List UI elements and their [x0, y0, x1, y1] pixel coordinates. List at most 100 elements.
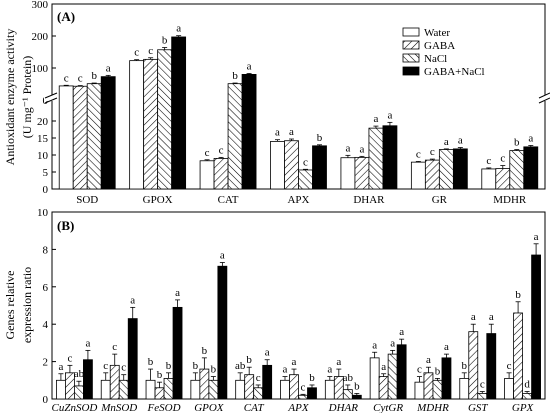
significance-letter: a — [176, 23, 181, 35]
bar-gaba-nacl-cat — [262, 364, 273, 400]
bar-gaba-cat — [213, 157, 229, 190]
bar-gaba-mdhr — [495, 168, 511, 190]
significance-letter: c — [205, 147, 210, 159]
legend-label-gaba: GABA — [424, 40, 455, 52]
significance-letter: b — [166, 360, 172, 372]
legend-swatch-gaba — [402, 40, 420, 50]
significance-letter: c — [256, 372, 261, 384]
bar-nacl-gr — [438, 149, 454, 190]
x-tick-label-mnsod: MnSOD — [100, 402, 137, 413]
significance-letter: b — [515, 289, 521, 301]
bar-gaba-gr — [424, 159, 440, 190]
significance-letter: b — [91, 70, 97, 82]
significance-letter: a — [85, 337, 90, 349]
significance-letter: c — [112, 341, 117, 353]
y-tick-label: 200 — [32, 31, 49, 43]
panel-a-label: (A) — [57, 9, 75, 24]
bar-nacl-mnsod — [118, 379, 129, 400]
y-tick-label: 5 — [43, 167, 49, 179]
legend-label-nacl: NaCl — [424, 53, 447, 65]
bar-nacl-apx — [298, 394, 308, 400]
bar-nacl-gpox — [208, 379, 219, 400]
significance-letter: a — [390, 337, 395, 349]
bar-gaba-nacl-apx — [312, 145, 327, 190]
bar-gaba-gst — [468, 331, 479, 400]
significance-letter: a — [373, 113, 378, 125]
x-tick-label-fesod: FeSOD — [147, 402, 181, 413]
axis-break-marks — [44, 92, 550, 104]
bar-gaba-nacl-gpox — [217, 265, 228, 400]
y-tick-label: 10 — [37, 207, 49, 219]
significance-letter: b — [232, 70, 238, 82]
bar-nacl-apx — [298, 169, 313, 190]
bar-nacl-dhar — [342, 389, 353, 400]
significance-letter: a — [471, 311, 476, 323]
significance-letter: a — [283, 364, 288, 376]
bar-gaba-nacl-gst — [486, 333, 497, 400]
legend-swatch-nacl — [402, 53, 420, 63]
significance-letter: b — [246, 354, 252, 366]
significance-letter: a — [327, 364, 332, 376]
significance-letter: a — [399, 326, 404, 338]
x-tick-label-dhar: DHAR — [353, 194, 385, 206]
bar-water-dhar — [324, 379, 335, 400]
y-tick-label: 6 — [43, 282, 49, 294]
bar-water-fesod — [145, 379, 156, 400]
bar-water-gpx — [504, 378, 514, 400]
significance-letter: b — [193, 360, 199, 372]
significance-letter: b — [317, 132, 323, 144]
bar-water-apx — [280, 379, 290, 400]
significance-letter: c — [430, 146, 435, 158]
bar-gaba-sod — [72, 85, 88, 190]
bar-water-cat — [199, 160, 215, 190]
x-tick-label-gpox: GPOX — [143, 194, 173, 206]
significance-letter: ab — [235, 360, 246, 372]
significance-letter: a — [359, 143, 364, 155]
bar-gaba-cytgr — [378, 376, 389, 400]
significance-letter: b — [202, 345, 208, 357]
significance-letter: b — [514, 137, 520, 149]
significance-letter: c — [67, 352, 72, 364]
bar-gaba-nacl-dhar — [351, 394, 362, 400]
significance-letter: b — [462, 360, 468, 372]
y-tick-label: 0 — [43, 394, 49, 406]
bar-gaba-nacl-sod — [100, 76, 116, 190]
significance-letter: c — [500, 153, 505, 165]
bar-nacl-gpox — [157, 49, 173, 190]
bar-gaba-mnsod — [109, 364, 120, 400]
significance-letter: b — [309, 372, 315, 384]
bar-water-gst — [459, 378, 470, 400]
significance-letter: c — [134, 47, 139, 59]
significance-letter: c — [303, 156, 308, 168]
significance-letter: a — [336, 356, 341, 368]
legend-swatch-gaba-nacl — [402, 66, 420, 76]
significance-letter: a — [265, 347, 270, 359]
bar-gaba-cat — [244, 374, 255, 400]
significance-letter: c — [78, 73, 83, 85]
significance-letter: a — [534, 231, 539, 243]
x-tick-label-cuznsod: CuZnSOD — [51, 402, 97, 413]
bar-gaba-nacl-apx — [307, 387, 317, 400]
bar-water-mdhr — [481, 168, 497, 190]
x-tick-label-cat: CAT — [244, 402, 265, 413]
bar-nacl-gst — [477, 392, 488, 400]
significance-letter: a — [247, 60, 252, 72]
significance-letter: a — [106, 62, 111, 74]
bar-gaba-nacl-gr — [452, 148, 468, 190]
significance-letter: a — [444, 341, 449, 353]
bar-nacl-dhar — [368, 127, 384, 190]
x-tick-label-gpox: GPOX — [194, 402, 225, 413]
bar-nacl-mdhr — [509, 150, 525, 190]
significance-letter: b — [354, 380, 360, 392]
bar-water-cuznsod — [56, 379, 66, 400]
bar-gaba-nacl-cytgr — [396, 344, 407, 400]
bar-nacl-mdhr — [432, 379, 443, 400]
bar-gaba-nacl-mdhr — [441, 357, 452, 400]
bar-water-cytgr — [369, 357, 380, 400]
bar-water-gr — [410, 161, 426, 190]
y-tick-label: 300 — [32, 0, 49, 11]
significance-letter: a — [426, 354, 431, 366]
significance-letter: c — [103, 360, 108, 372]
